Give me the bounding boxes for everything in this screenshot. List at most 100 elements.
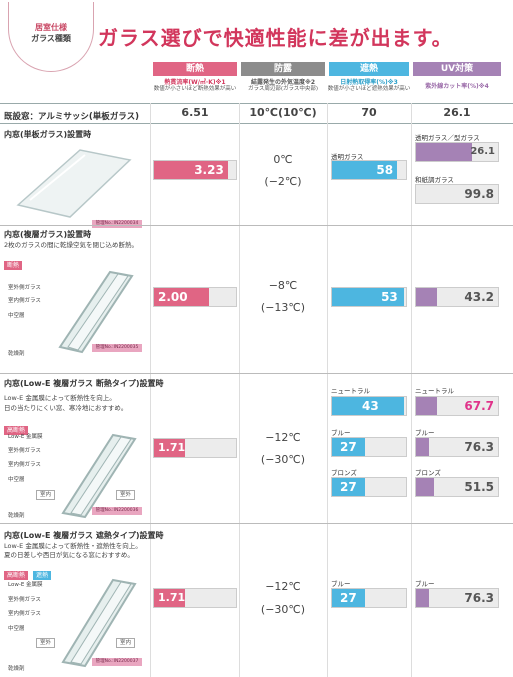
- heat-bar-fill: 3.23: [154, 161, 228, 179]
- divider: [0, 123, 513, 124]
- divider: [0, 225, 513, 226]
- part-label: 室外側ガラス: [8, 597, 41, 603]
- uv-value: 51.5: [464, 480, 494, 494]
- cert-number: 管理No.:IN2200037: [92, 658, 142, 666]
- uv-value: 99.8: [464, 187, 494, 201]
- solar-bar-fill: 27: [332, 589, 366, 607]
- part-label: 乾燥剤: [8, 513, 25, 519]
- heat-bar-fill: 1.71: [154, 589, 186, 607]
- side-label: 室外: [36, 638, 56, 648]
- solar-bar-fill: 27: [332, 478, 366, 496]
- baseline-heat: 6.51: [181, 106, 209, 119]
- heat-value: 3.23: [194, 163, 224, 177]
- col-sub-dew: 結露発生の外気温度※2 ガラス周辺部(ガラス中央部): [247, 79, 319, 92]
- solar-bar: 27: [331, 437, 407, 457]
- col-header-solar: 遮熱: [329, 62, 409, 76]
- divider: [0, 103, 513, 104]
- solar-bar-fill: 58: [332, 161, 398, 179]
- divider: [0, 373, 513, 374]
- col-separator: [327, 103, 328, 677]
- uv-bar: 76.3: [415, 437, 499, 457]
- col-sub-insulation: 熱貫流率(W/㎡·K)※1 数値が小さいほど断熱効果が高い: [153, 79, 237, 92]
- dew-edge: −12℃: [265, 431, 301, 444]
- cert-number: 管理No.:IN2200035: [92, 344, 142, 352]
- heat-value: 1.71: [158, 441, 186, 454]
- part-label: 室内側ガラス: [8, 611, 41, 617]
- heat-bar-fill: 1.71: [154, 439, 186, 457]
- part-label: 室内側ガラス: [8, 462, 41, 468]
- heat-bar: 1.71: [153, 438, 237, 458]
- part-label: 中空層: [8, 313, 25, 319]
- part-label: Low-E 金属膜: [8, 582, 43, 588]
- uv-label: ブルー: [415, 429, 435, 437]
- cert-number: 管理No.:IN2200034: [92, 220, 142, 228]
- solar-label: ブルー: [331, 429, 351, 437]
- uv-label: ニュートラル: [415, 387, 454, 395]
- heat-bar: 1.71: [153, 588, 237, 608]
- uv-bar-fill: [416, 478, 435, 496]
- page-title: ガラス選びで快適性能に差が出ます。: [98, 26, 453, 50]
- baseline-solar: 70: [361, 106, 377, 119]
- uv-bar-fill: [416, 589, 430, 607]
- row-description: Low-E 金属膜によって断熱性を向上。: [4, 394, 116, 402]
- cert-number: 管理No.:IN2200036: [92, 507, 142, 515]
- row-description: 2枚のガラスの間に乾燥空気を閉じ込め断熱。: [4, 241, 139, 249]
- uv-bar-fill: [416, 397, 437, 415]
- uv-bar: 67.7: [415, 396, 499, 416]
- col-header-insulation: 断熱: [153, 62, 237, 76]
- part-label: 乾燥剤: [8, 666, 25, 672]
- uv-bar: 76.3: [415, 588, 499, 608]
- side-label: 室内: [116, 638, 136, 648]
- feature-tags: 高断熱 遮熱: [4, 562, 52, 581]
- uv-value: 76.3: [464, 591, 494, 605]
- dew-edge: −12℃: [265, 580, 301, 593]
- uv-bar: 99.8: [415, 184, 499, 204]
- uv-bar-fill: [416, 143, 472, 161]
- uv-label: 和紙調ガラス: [415, 176, 454, 184]
- part-label: 乾燥剤: [8, 351, 25, 357]
- part-label: 中空層: [8, 477, 25, 483]
- part-label: 室外側ガラス: [8, 448, 41, 454]
- row-title: 内窓(Low-E 複層ガラス 断熱タイプ)設置時: [4, 379, 164, 388]
- solar-value: 27: [340, 591, 357, 605]
- dew-center: (−2℃): [264, 175, 302, 188]
- heat-bar: 2.00: [153, 287, 237, 307]
- solar-bar-fill: 27: [332, 438, 366, 456]
- dew-center: (−13℃): [260, 301, 306, 314]
- baseline-label: 既設窓：アルミサッシ(単板ガラス): [4, 112, 140, 122]
- col-separator: [411, 103, 412, 677]
- solar-bar: 53: [331, 287, 407, 307]
- solar-label: 透明ガラス: [331, 153, 364, 161]
- uv-value: 26.1: [470, 146, 495, 157]
- row-description: 日の当たりにくい窓、寒冷地におすすめ。: [4, 404, 128, 412]
- uv-bar: 43.2: [415, 287, 499, 307]
- feature-tag: 断熱: [4, 252, 23, 271]
- uv-bar: 26.1: [415, 142, 499, 162]
- uv-label: ブロンズ: [415, 469, 441, 477]
- col-sub-solar: 日射熱取得率(%)※3 数値が小さいほど遮熱効果が高い: [327, 79, 411, 92]
- solar-bar: 27: [331, 477, 407, 497]
- solar-bar-fill: 43: [332, 397, 404, 415]
- badge-line1: 居室仕様: [35, 23, 67, 32]
- col-sub-uv: 紫外線カット率(%)※4: [425, 83, 489, 90]
- dew-center: (−30℃): [260, 603, 306, 616]
- col-separator: [239, 103, 240, 677]
- dew-center: (−30℃): [260, 453, 306, 466]
- side-label: 室内: [36, 490, 56, 500]
- badge-line2: ガラス種類: [31, 34, 71, 43]
- solar-value: 58: [376, 163, 394, 177]
- heat-value: 2.00: [158, 290, 188, 304]
- heat-value: 1.71: [158, 591, 186, 604]
- uv-bar: 51.5: [415, 477, 499, 497]
- uv-value: 43.2: [464, 290, 494, 304]
- part-label: 中空層: [8, 626, 25, 632]
- solar-value: 43: [362, 399, 379, 413]
- solar-bar: 27: [331, 588, 407, 608]
- uv-bar-fill: [416, 288, 437, 306]
- row-description: 夏の日差しや西日が気になる窓におすすめ。: [4, 551, 134, 559]
- part-label: 室外側ガラス: [8, 285, 41, 291]
- uv-label: 透明ガラス／型ガラス: [415, 134, 480, 142]
- part-label: 室内側ガラス: [8, 298, 41, 304]
- solar-value: 53: [381, 290, 398, 304]
- solar-value: 27: [340, 440, 357, 454]
